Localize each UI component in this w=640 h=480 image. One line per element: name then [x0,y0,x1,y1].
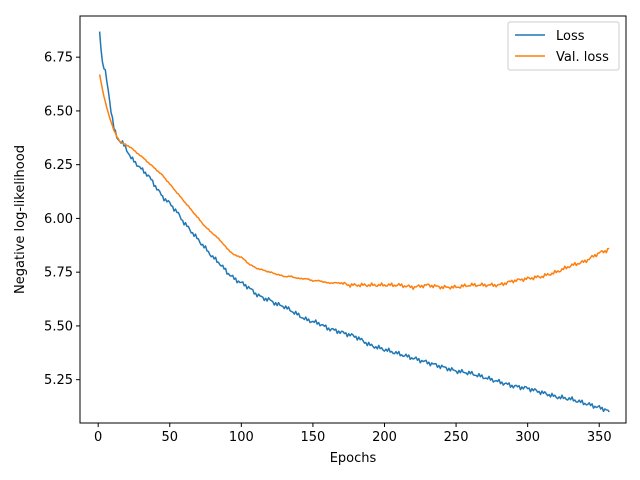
legend-box [507,21,620,71]
plot-area [98,31,610,413]
x-tick-label: 350 [587,430,612,445]
y-tick-label: 6.50 [44,104,73,119]
x-tick-label: 300 [515,430,540,445]
x-tick-label: 250 [444,430,469,445]
x-axis-label: Epochs [330,451,377,466]
y-tick-label: 5.25 [44,373,73,388]
legend-label-val-loss: Val. loss [556,50,609,65]
x-tick-label: 50 [161,430,178,445]
y-tick-label: 6.75 [44,51,73,66]
series-line-val-loss [98,74,610,291]
legend: Loss Val. loss [507,21,620,71]
y-tick-label: 5.75 [44,266,73,281]
axes: 0 50 100 150 200 250 300 350 5.25 5.50 5.75 6.00 6.2… [44,15,627,445]
x-tick-label: 200 [372,430,397,445]
axes-frame [79,15,627,424]
y-axis-label: Negative log-likelihood [13,145,28,294]
y-tick-label: 6.00 [44,212,73,227]
legend-label-loss: Loss [556,29,585,44]
y-tick-label: 6.25 [44,158,73,173]
series-line-loss [98,31,610,413]
x-tick-label: 100 [229,430,254,445]
y-tick-label: 5.50 [44,319,73,334]
x-tick-label: 150 [301,430,326,445]
x-tick-label: 0 [94,430,102,445]
